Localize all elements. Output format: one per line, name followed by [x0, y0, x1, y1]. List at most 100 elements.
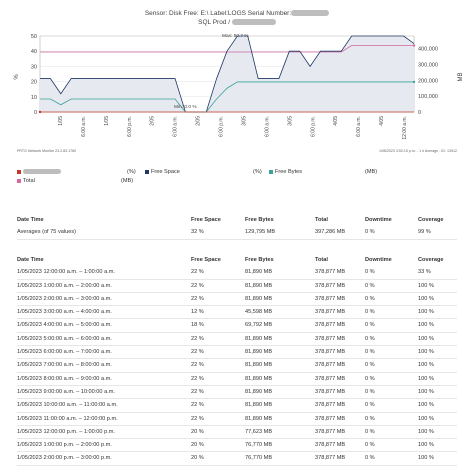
x-tick-label: 6:00 a.m. [356, 116, 362, 137]
table-row: 1/05/2023 12:00:00 a.m. – 1:00:00 a.m. 22… [17, 266, 457, 280]
cell-date-time: 1/05/2023 6:00:00 a.m. – 7:00:00 a.m. [17, 349, 112, 356]
history-header-row: Date Time Free Space Free Bytes Total Do… [17, 254, 457, 266]
cell-coverage: 100 % [418, 295, 434, 302]
cell-total: 378,877 MB [315, 335, 346, 342]
x-tick-label: 4/05 [333, 116, 339, 126]
footer-right-text: 1/06/2023 3:52:15 p.m. - 1 h Average - I… [378, 149, 457, 153]
table-row: 1/05/2023 12:00:00 p.m. – 1:00:00 p.m. 20… [17, 426, 457, 440]
cell-downtime: 0 % [365, 388, 375, 395]
left-axis-label: % [14, 74, 20, 80]
x-tick-label: 6:00 a.m. [173, 116, 179, 137]
x-tick-label: 1/05 [58, 116, 64, 126]
cell-free-space: 12 % [191, 309, 204, 316]
col-header-downtime: Downtime [365, 217, 392, 223]
cell-coverage: 100 % [418, 428, 434, 435]
legend-unit-total: (MB) [121, 178, 134, 184]
legend-unit-3: (MB) [365, 169, 378, 175]
cell-total: 378,877 MB [315, 309, 346, 316]
cell-downtime: 0 % [365, 442, 375, 449]
col-header-free-space: Free Space [191, 217, 221, 223]
cell-date-time: 1/05/2023 8:00:00 a.m. – 9:00:00 a.m. [17, 375, 112, 382]
col-header-free-bytes: Free Bytes [245, 257, 274, 263]
cell-coverage: 100 % [418, 388, 434, 395]
averages-row: Averages (of 75 values) 32 % 129,795 MB … [17, 226, 457, 240]
cell-free-bytes: 81,890 MB [245, 349, 273, 356]
free-bytes-series-line [40, 81, 414, 113]
left-tick-label: 30 [31, 64, 37, 70]
x-tick-label: 6:00 a.m. [264, 116, 270, 137]
chart-title-line2: SQL Prod / [0, 19, 474, 26]
col-header-total: Total [315, 217, 328, 223]
left-tick-label: 0 [34, 110, 37, 116]
cell-total: 378,877 MB [315, 375, 346, 382]
cell-free-bytes: 81,890 MB [245, 375, 273, 382]
cell-free-bytes: 81,890 MB [245, 402, 273, 409]
x-tick-label: 4/05 [379, 116, 385, 126]
redacted-legend-label [23, 169, 61, 175]
cell-free-space: 20 % [191, 442, 204, 449]
cell-free-bytes: 81,890 MB [245, 415, 273, 422]
averages-free-bytes: 129,795 MB [245, 229, 276, 236]
cell-free-bytes: 81,890 MB [245, 269, 273, 276]
cell-total: 378,877 MB [315, 295, 346, 302]
table-row: 1/05/2023 7:00:00 a.m. – 8:00:00 a.m. 22 … [17, 359, 457, 373]
x-tick-label: 3/05 [241, 116, 247, 126]
cell-free-space: 22 % [191, 269, 204, 276]
left-tick-label: 40 [31, 49, 37, 55]
cell-downtime: 0 % [365, 415, 375, 422]
table-row: 1/05/2023 2:00:00 a.m. – 3:00:00 a.m. 22 … [17, 293, 457, 307]
right-tick-label: 200,000 [418, 78, 438, 84]
cell-date-time: 1/05/2023 5:00:00 a.m. – 6:00:00 a.m. [17, 335, 112, 342]
right-axis-ticks: 400,000 300,000 200,000 100,000 0 [418, 47, 438, 116]
averages-free-space: 32 % [191, 229, 204, 236]
col-header-date-time: Date Time [17, 217, 44, 223]
legend: (%) Free Space (%) Free Bytes (MB) Total… [17, 169, 457, 187]
cell-total: 378,877 MB [315, 415, 346, 422]
legend-item-downtime [17, 169, 61, 175]
footer-left-text: PRTG Network Monitor 23.2.83.1760 [17, 149, 77, 153]
cell-downtime: 0 % [365, 402, 375, 409]
averages-table: Date Time Free Space Free Bytes Total Do… [17, 214, 457, 240]
cell-coverage: 100 % [418, 349, 434, 356]
history-rows: 1/05/2023 12:00:00 a.m. – 1:00:00 a.m. 22… [17, 266, 457, 466]
table-row: 1/05/2023 11:00:00 a.m. – 12:00:00 p.m. 2… [17, 413, 457, 426]
x-tick-label: 12:00 a.m. [402, 116, 408, 140]
cell-total: 378,877 MB [315, 362, 346, 369]
cell-downtime: 0 % [365, 269, 375, 276]
table-row: 1/05/2023 4:00:00 a.m. – 5:00:00 a.m. 18 … [17, 319, 457, 333]
cell-free-space: 18 % [191, 322, 204, 329]
table-row: 1/05/2023 8:00:00 a.m. – 9:00:00 a.m. 22 … [17, 373, 457, 386]
cell-downtime: 0 % [365, 282, 375, 289]
cell-coverage: 100 % [418, 335, 434, 342]
cell-total: 378,877 MB [315, 388, 346, 395]
cell-free-bytes: 45,598 MB [245, 309, 273, 316]
cell-total: 378,877 MB [315, 402, 346, 409]
max-annotation: Max: 50.7 % [222, 33, 249, 39]
table-row: 1/05/2023 6:00:00 a.m. – 7:00:00 a.m. 22 … [17, 346, 457, 360]
col-header-coverage: Coverage [418, 217, 444, 223]
x-tick-label: 2/05 [150, 116, 156, 126]
cell-coverage: 33 % [418, 269, 431, 276]
legend-item-total: Total [17, 178, 35, 184]
left-tick-label: 20 [31, 80, 37, 86]
col-header-date-time: Date Time [17, 257, 44, 263]
left-tick-label: 10 [31, 95, 37, 101]
cell-coverage: 100 % [418, 282, 434, 289]
cell-coverage: 100 % [418, 322, 434, 329]
history-table: Date Time Free Space Free Bytes Total Do… [17, 254, 457, 466]
cell-total: 378,877 MB [315, 322, 346, 329]
cell-free-bytes: 76,770 MB [245, 455, 273, 462]
cell-free-space: 22 % [191, 282, 204, 289]
cell-date-time: 1/05/2023 10:00:00 a.m. – 11:00:00 a.m. [17, 402, 118, 409]
free-space-series-line [40, 35, 415, 113]
table-row: 1/05/2023 9:00:00 a.m. – 10:00:00 a.m. 22… [17, 386, 457, 400]
legend-row-2: Total (MB) [17, 178, 457, 187]
right-tick-label: 300,000 [418, 63, 438, 69]
table-row: 1/05/2023 3:00:00 a.m. – 4:00:00 a.m. 12 … [17, 306, 457, 320]
x-tick-label: 1/05 [104, 116, 110, 126]
cell-free-bytes: 81,890 MB [245, 388, 273, 395]
col-header-downtime: Downtime [365, 257, 392, 263]
cell-free-space: 22 % [191, 295, 204, 302]
chart-subtitle-text: SQL Prod / [198, 19, 232, 26]
legend-free-bytes-label: Free Bytes [275, 169, 303, 175]
